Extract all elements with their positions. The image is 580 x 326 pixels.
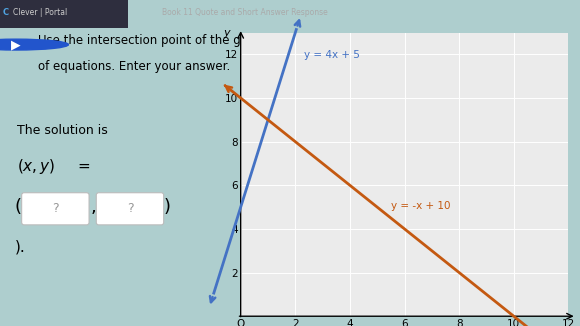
Text: ▶: ▶ xyxy=(12,38,21,51)
Text: (: ( xyxy=(14,198,21,216)
Text: y: y xyxy=(224,28,230,37)
Text: =: = xyxy=(77,159,90,174)
Text: y = -x + 10: y = -x + 10 xyxy=(391,201,451,211)
Text: Book 11 Quote and Short Answer Response: Book 11 Quote and Short Answer Response xyxy=(162,8,328,17)
Text: ,: , xyxy=(90,198,96,216)
Text: ): ) xyxy=(164,198,171,216)
Text: The solution is: The solution is xyxy=(17,124,108,137)
FancyBboxPatch shape xyxy=(96,193,164,225)
Text: y = 4x + 5: y = 4x + 5 xyxy=(303,50,360,60)
Text: ?: ? xyxy=(126,202,133,215)
Text: ?: ? xyxy=(52,202,59,215)
Text: Use the intersection point of the graphs to find the solution to the system: Use the intersection point of the graphs… xyxy=(38,35,475,48)
Text: Clever | Portal: Clever | Portal xyxy=(13,8,67,17)
Text: C: C xyxy=(3,8,9,17)
FancyBboxPatch shape xyxy=(0,0,128,28)
Text: ).: ). xyxy=(14,240,25,255)
Text: of equations. Enter your answer.: of equations. Enter your answer. xyxy=(38,60,230,73)
Text: $(x, y)$: $(x, y)$ xyxy=(17,157,55,176)
Circle shape xyxy=(0,39,68,50)
FancyBboxPatch shape xyxy=(21,193,89,225)
